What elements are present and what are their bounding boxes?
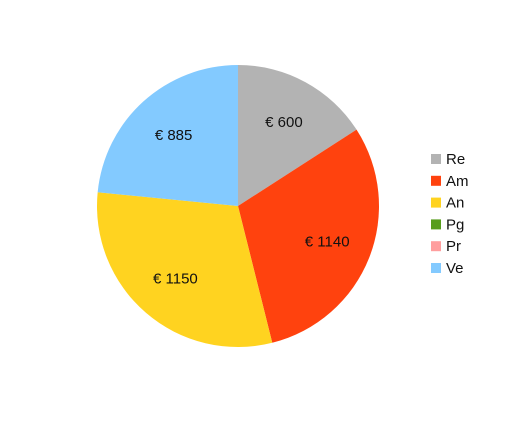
legend-label-re: Re — [446, 151, 465, 168]
legend-swatch-pg — [431, 219, 441, 230]
legend-label-ve: Ve — [446, 260, 464, 277]
legend-item-re: Re — [431, 151, 465, 168]
legend-item-an: An — [431, 195, 464, 212]
legend-swatch-re — [431, 154, 441, 164]
pie-slice-an — [96, 192, 273, 347]
legend-swatch-ve — [431, 263, 441, 273]
pie-slices — [96, 65, 379, 347]
legend-item-pg: Pg — [431, 216, 464, 233]
pie-slice-labels: € 600 € 1140 € 1150 € 885 — [153, 114, 350, 288]
legend-item-am: Am — [431, 173, 469, 190]
pie-slice-am — [238, 129, 379, 343]
slice-label-re: € 600 — [265, 114, 303, 131]
legend-item-pr: Pr — [431, 238, 461, 255]
slice-label-an: € 1150 — [153, 271, 198, 288]
legend-swatch-am — [431, 175, 441, 186]
legend-swatch-an — [431, 197, 441, 208]
legend-swatch-pr — [431, 241, 441, 252]
legend-label-am: Am — [446, 173, 469, 190]
legend-item-ve: Ve — [431, 260, 464, 277]
slice-label-am: € 1140 — [305, 233, 350, 250]
slice-label-ve: € 885 — [155, 127, 193, 144]
legend-label-pg: Pg — [446, 216, 464, 233]
pie-slice-re — [238, 65, 357, 206]
legend: Re Am An Pg Pr Ve — [431, 151, 469, 277]
pie-slice-ve — [97, 65, 238, 206]
legend-label-an: An — [446, 195, 464, 212]
legend-label-pr: Pr — [446, 238, 461, 255]
